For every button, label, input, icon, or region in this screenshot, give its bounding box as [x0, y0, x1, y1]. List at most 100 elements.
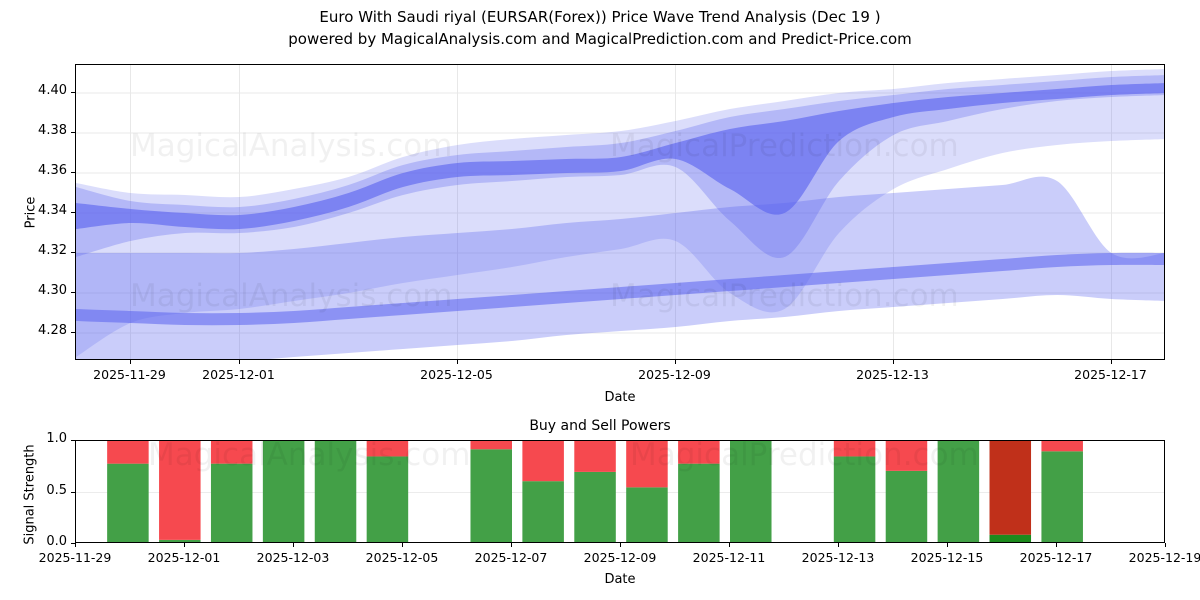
signal-x-tick-label: 2025-12-05: [365, 550, 439, 565]
signal-x-tick-mark: [293, 543, 294, 547]
sell-power-bar: [626, 441, 668, 488]
buy-sell-powers-svg: [76, 441, 1164, 542]
price-x-tick-label: 2025-12-13: [856, 367, 929, 382]
price-y-tick-label: 4.34: [38, 203, 67, 218]
signal-x-axis-title: Date: [604, 572, 636, 587]
sell-power-bar: [833, 441, 876, 457]
buy-power-bar: [833, 456, 876, 542]
price-y-tick-label: 4.30: [38, 283, 67, 298]
price-wave-band-core-trend-band: [76, 83, 1164, 230]
signal-x-tick-mark: [75, 543, 76, 547]
title-line-1: Euro With Saudi riyal (EURSAR(Forex)) Pr…: [319, 8, 881, 26]
signal-y-tick-mark: [71, 491, 75, 493]
buy-power-bar: [470, 449, 512, 542]
price-x-tick-mark: [674, 360, 676, 364]
buy-power-bar: [626, 487, 668, 542]
signal-x-tick-label: 2025-12-03: [256, 550, 330, 565]
signal-x-tick-mark: [402, 543, 403, 547]
price-x-tick-label: 2025-12-01: [202, 367, 275, 382]
signal-x-tick-label: 2025-12-01: [147, 550, 221, 565]
signal-x-tick-mark: [838, 543, 839, 547]
price-y-tick-mark: [71, 92, 75, 93]
signal-x-tick-mark: [1165, 543, 1166, 547]
signal-x-tick-label: 2025-12-19: [1128, 550, 1200, 565]
signal-x-tick-label: 2025-12-13: [801, 550, 875, 565]
title-line-2: powered by MagicalAnalysis.com and Magic…: [288, 30, 912, 48]
price-y-tick-mark: [71, 212, 75, 213]
sell-power-bar: [1041, 441, 1083, 452]
buy-sell-powers-plot-area: [75, 440, 1165, 543]
price-x-tick-mark: [456, 360, 458, 364]
price-y-tick-label: 4.28: [38, 323, 67, 338]
buy-power-bar: [262, 441, 305, 542]
price-x-tick-label: 2025-12-05: [420, 367, 493, 382]
price-y-tick-mark: [71, 132, 75, 133]
price-wave-svg: [76, 65, 1164, 359]
price-x-tick-label: 2025-12-09: [638, 367, 711, 382]
sell-power-bar: [574, 441, 616, 472]
signal-x-tick-mark: [1056, 543, 1057, 547]
signal-y-tick-label: 0.5: [46, 482, 67, 498]
signal-x-tick-label: 2025-12-17: [1019, 550, 1093, 565]
sell-power-bar: [159, 441, 201, 540]
page-title: Euro With Saudi riyal (EURSAR(Forex)) Pr…: [0, 6, 1200, 50]
signal-x-tick-mark: [620, 543, 621, 547]
buy-power-bar: [522, 481, 564, 542]
signal-x-tick-label: 2025-11-29: [38, 550, 112, 565]
signal-x-tick-label: 2025-12-07: [474, 550, 548, 565]
signal-x-tick-label: 2025-12-09: [583, 550, 657, 565]
signal-y-tick-mark: [71, 543, 75, 544]
price-x-tick-mark: [129, 360, 131, 364]
buy-power-bar: [159, 539, 201, 542]
sell-power-bar: [366, 441, 409, 457]
sell-power-bar: [470, 441, 512, 450]
signal-x-tick-mark: [947, 543, 948, 547]
price-x-tick-mark: [892, 360, 894, 364]
price-y-tick-label: 4.36: [38, 163, 67, 178]
price-y-axis-title: Price: [23, 196, 39, 229]
buy-power-bar: [885, 470, 928, 542]
sell-power-bar: [522, 441, 564, 482]
buy-power-bar: [937, 441, 980, 542]
signal-x-tick-mark: [729, 543, 730, 547]
buy-power-bar: [210, 463, 253, 542]
buy-power-bar: [678, 463, 720, 542]
signal-y-axis-title: Signal Strength: [22, 444, 38, 545]
sell-power-bar: [210, 441, 253, 464]
signal-x-tick-mark: [511, 543, 512, 547]
signal-y-tick-label: 1.0: [46, 431, 67, 446]
buy-power-bar: [366, 456, 409, 542]
price-y-tick-mark: [71, 292, 75, 293]
buy-power-bar: [730, 441, 772, 542]
buy-power-bar: [989, 534, 1032, 542]
buy-power-bar: [574, 471, 616, 542]
sell-power-bar: [107, 441, 149, 464]
price-y-tick-mark: [71, 332, 75, 333]
sell-power-bar: [989, 441, 1032, 535]
buy-power-bar: [314, 441, 357, 542]
signal-y-tick-label: 0.0: [46, 534, 67, 549]
price-x-tick-label: 2025-11-29: [93, 367, 166, 382]
price-y-tick-mark: [71, 172, 75, 173]
price-y-tick-label: 4.38: [38, 123, 67, 138]
price-y-tick-label: 4.32: [38, 243, 67, 258]
price-x-tick-label: 2025-12-17: [1074, 367, 1147, 382]
price-wave-chart-plot-area: [75, 64, 1165, 360]
price-x-axis-title: Date: [604, 390, 636, 405]
price-x-tick-mark: [1110, 360, 1112, 364]
signal-x-tick-label: 2025-12-15: [910, 550, 984, 565]
buy-sell-powers-title: Buy and Sell Powers: [529, 418, 671, 434]
price-wave-band-outer-upper-band: [76, 69, 1164, 357]
signal-x-tick-mark: [184, 543, 185, 547]
signal-x-tick-label: 2025-12-11: [692, 550, 766, 565]
buy-power-bar: [1041, 451, 1083, 542]
sell-power-bar: [678, 441, 720, 464]
buy-power-bar: [107, 463, 149, 542]
sell-power-bar: [885, 441, 928, 471]
price-y-tick-label: 4.40: [38, 83, 67, 98]
price-wave-band-lower-median-line: [76, 252, 1164, 326]
signal-y-tick-mark: [71, 440, 75, 441]
price-x-tick-mark: [238, 360, 240, 364]
price-y-tick-mark: [71, 252, 75, 253]
